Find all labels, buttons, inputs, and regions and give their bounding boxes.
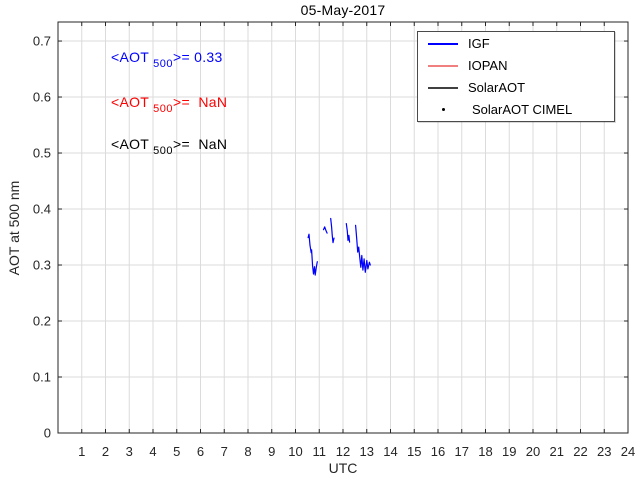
legend-label: IGF [468,36,490,51]
legend-item-igf: IGF [418,33,614,55]
y-tick-label: 0.3 [33,258,51,273]
y-tick-label: 0 [44,426,51,441]
legend-box: IGF IOPAN SolarAOT SolarAOT CIMEL [417,31,615,122]
series-igf [307,217,371,276]
annotation-prefix: <AOT [111,136,150,152]
annotation-subscript: 500 [153,103,174,115]
x-tick-label: 11 [313,444,327,459]
x-tick-label: 9 [268,444,275,459]
x-tick-label: 6 [197,444,204,459]
x-tick-label: 21 [550,444,564,459]
tick-marks [58,22,629,434]
x-tick-label: 12 [336,444,350,459]
annotation-subscript: 500 [153,145,174,157]
annotation-prefix: <AOT [111,94,150,110]
annotation-value: >= NaN [173,94,228,110]
annotation-igf-mean: <AOT 500>= 0.33 [111,49,223,70]
x-tick-label: 7 [221,444,228,459]
legend-item-solaraot: SolarAOT [418,77,614,99]
annotation-iopan-mean: <AOT 500>= NaN [111,94,227,115]
x-tick-label: 14 [383,444,397,459]
plot-title: 05-May-2017 [300,2,386,18]
y-axis-label: AOT at 500 nm [6,180,22,276]
x-tick-label: 5 [173,444,180,459]
solaraot-line-swatch [428,77,458,99]
x-tick-label: 17 [455,444,469,459]
x-tick-label: 2 [102,444,109,459]
annotation-prefix: <AOT [111,49,150,65]
x-tick-label: 16 [431,444,445,459]
x-tick-label: 3 [126,444,133,459]
annotation-solaraot-mean: <AOT 500>= NaN [111,136,227,157]
y-tick-label: 0.5 [33,146,51,161]
y-tick-label: 0.1 [33,370,51,385]
legend-label: SolarAOT CIMEL [472,102,573,117]
legend-item-iopan: IOPAN [418,55,614,77]
line-swatch-icon [428,86,458,89]
x-tick-label: 23 [597,444,611,459]
x-tick-label: 24 [621,444,635,459]
x-tick-labels: 1 2 3 4 5 6 7 8 9 10 11 12 13 14 15 16 17 18 19 20 21 22 23 24 [78,444,635,459]
x-tick-label: 4 [149,444,156,459]
grid-lines [58,22,628,433]
x-tick-label: 19 [502,444,516,459]
y-tick-label: 0.6 [33,90,51,105]
line-swatch-icon [428,42,458,45]
x-tick-label: 13 [360,444,374,459]
dot-marker-icon [441,108,445,111]
annotation-value: >= NaN [173,136,228,152]
y-tick-label: 0.7 [33,34,51,49]
line-swatch-icon [428,64,458,67]
x-tick-label: 20 [526,444,540,459]
x-tick-label: 1 [78,444,85,459]
x-tick-label: 10 [288,444,302,459]
x-tick-label: 18 [478,444,492,459]
y-tick-label: 0.4 [33,202,51,217]
legend-label: SolarAOT [468,80,526,95]
x-tick-label: 8 [244,444,251,459]
y-tick-label: 0.2 [33,314,51,329]
cimel-dot-swatch [428,99,458,121]
y-tick-labels: 0 0.1 0.2 0.3 0.4 0.5 0.6 0.7 [33,34,51,441]
x-tick-label: 22 [573,444,587,459]
x-axis-label: UTC [328,460,358,476]
annotation-subscript: 500 [153,58,174,70]
igf-line-swatch [428,33,458,55]
iopan-line-swatch [428,55,458,77]
x-tick-label: 15 [407,444,421,459]
legend-item-solaraot-cimel: SolarAOT CIMEL [418,99,614,121]
annotation-value: >= 0.33 [173,49,223,65]
legend-label: IOPAN [468,58,508,73]
